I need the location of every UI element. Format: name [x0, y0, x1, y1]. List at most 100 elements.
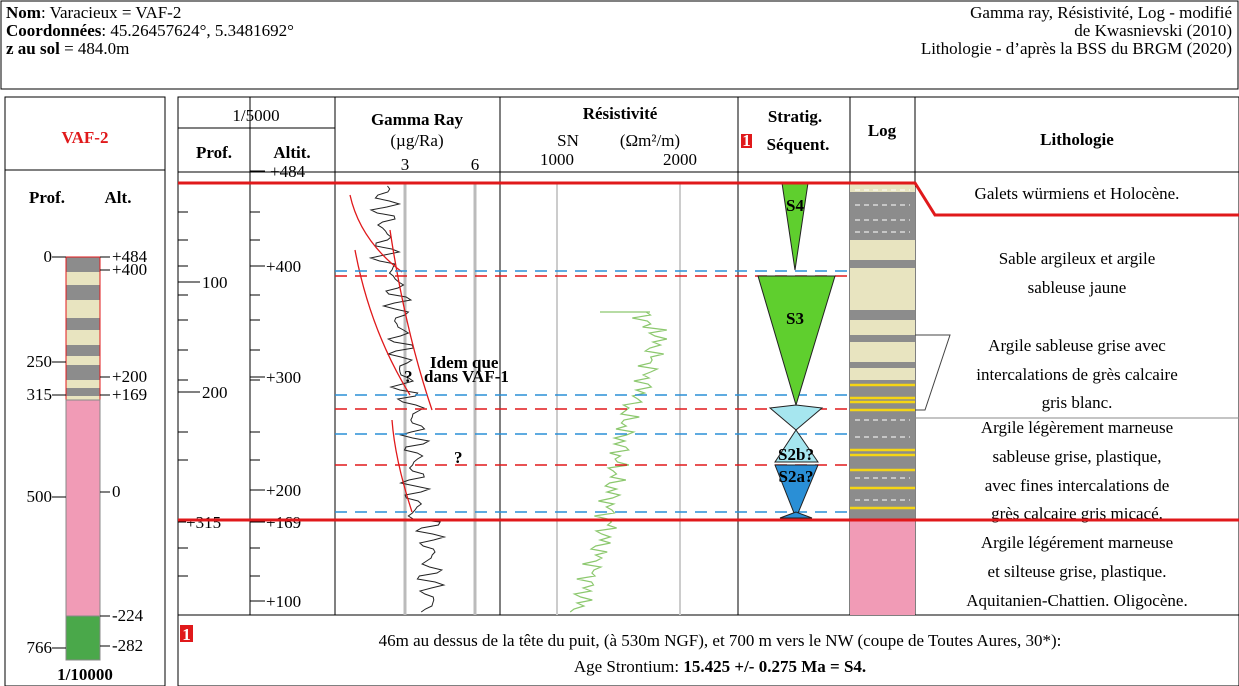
unit: (µg/Ra) — [390, 131, 443, 150]
lithology-text: Sable argileux et argile — [999, 249, 1156, 268]
annotation: dans VAF-1 — [424, 367, 509, 386]
depth-label: 766 — [27, 638, 53, 657]
log-sand — [850, 183, 915, 192]
sequence-label: S3 — [786, 309, 804, 328]
gamma-curve — [368, 185, 447, 613]
pointer — [915, 334, 951, 411]
header-line: Nom: Varacieux = VAF-2 — [6, 3, 181, 22]
alt-label: +484 — [270, 162, 306, 181]
header-value: = 484.0m — [60, 39, 130, 58]
header-source: Lithologie - d’après la BSS du BRGM (202… — [921, 39, 1232, 58]
axis-tick-label: 6 — [471, 155, 480, 174]
depth-label: 100 — [202, 273, 228, 292]
log-oligocene — [850, 520, 915, 615]
header-source: de Kwasnievski (2010) — [1074, 21, 1232, 40]
axis-tick-label: 3 — [401, 155, 410, 174]
trend-arrow — [389, 229, 433, 411]
col-header: Lithologie — [1040, 130, 1114, 149]
scale: 1/5000 — [232, 106, 279, 125]
col-header: Log — [868, 121, 897, 140]
alt-label: +200 — [112, 367, 147, 386]
header-line: Coordonnées: 45.26457624°, 5.3481692° — [6, 21, 294, 40]
lithology-text: sableuse jaune — [1028, 278, 1127, 297]
lithology-text: Argile sableuse grise avec — [988, 336, 1166, 355]
top-boundary — [178, 181, 1239, 217]
log-sand — [850, 240, 915, 260]
alt-label: -224 — [112, 606, 144, 625]
col-header: Gamma Ray — [371, 110, 464, 129]
col-header: Résistivité — [583, 104, 658, 123]
scale: 1/10000 — [57, 665, 113, 684]
log-sand — [850, 342, 915, 362]
lithology-text: Aquitanien-Chattien. Oligocène. — [966, 591, 1187, 610]
note-marker-box — [180, 625, 193, 642]
footnote-text: Age Strontium: — [574, 657, 684, 676]
well-clay — [66, 257, 100, 272]
header-value: : 45.26457624°, 5.3481692° — [101, 21, 294, 40]
alt-label: +484 — [112, 247, 148, 266]
unit: (Ωm²/m) — [620, 131, 680, 150]
alt-label: +400 — [266, 257, 301, 276]
footnote: 46m au dessus de la tête du puit, (à 530… — [379, 631, 1062, 650]
well-clay — [66, 285, 100, 300]
sequence-s2a — [774, 464, 819, 520]
col-header: Prof. — [29, 188, 65, 207]
note-marker-box — [741, 134, 752, 148]
alt-label: -282 — [112, 636, 143, 655]
well-title: VAF-2 — [62, 128, 109, 147]
depth-label: +315 — [186, 513, 221, 532]
alt-label: +400 — [112, 260, 147, 279]
sequence-label: S2b? — [778, 445, 814, 464]
alt-label: 0 — [112, 482, 121, 501]
trend-arrow — [354, 249, 411, 396]
log-sand — [850, 320, 915, 335]
alt-label: +169 — [266, 513, 301, 532]
lithology-text: grès calcaire gris micacé. — [991, 504, 1163, 523]
header-label: Coordonnées — [6, 21, 102, 40]
sequence-label: S2a? — [779, 467, 814, 486]
well-clay — [66, 365, 100, 380]
header-box — [0, 0, 1239, 90]
sequence-s2a-base — [779, 511, 813, 519]
header-source: Gamma ray, Résistivité, Log - modifié — [970, 3, 1232, 22]
col-header: Stratig. — [768, 107, 822, 126]
log-sand — [850, 368, 915, 380]
annotation: ? — [454, 448, 463, 467]
header-label: z au sol — [6, 39, 60, 58]
sequence-s3 — [757, 275, 836, 407]
depth-label: 500 — [27, 487, 53, 506]
col-header: Prof. — [196, 143, 232, 162]
sequence-s2b — [774, 429, 819, 463]
well-clay — [66, 388, 100, 396]
footnote-bold: 15.425 +/- 0.275 Ma = S4. — [683, 657, 866, 676]
col-header: Alt. — [105, 188, 132, 207]
col-header: Séquent. — [767, 135, 830, 154]
log-sand — [850, 268, 915, 310]
header-line: z au sol = 484.0m — [6, 39, 129, 58]
axis-tick-label: 2000 — [663, 150, 697, 169]
depth-label: 250 — [27, 352, 53, 371]
trend-arrow — [349, 194, 403, 273]
well-panel — [4, 96, 166, 686]
well-clay — [66, 318, 100, 330]
note-marker: 1 — [182, 625, 191, 644]
well-oligocene — [65, 399, 101, 617]
depth-label: 315 — [27, 385, 53, 404]
note-marker: 1 — [742, 131, 751, 150]
header-label: Nom — [6, 3, 41, 22]
alt-label: +300 — [266, 368, 301, 387]
annotation: Idem que — [430, 353, 499, 372]
well-clay — [66, 345, 100, 356]
lithology-text: Argile légèrement marneuse — [981, 418, 1173, 437]
sequence-s2c — [768, 404, 824, 431]
lithology-text: intercalations de grès calcaire — [976, 365, 1178, 384]
col-header: Altit. — [273, 143, 310, 162]
well-base — [65, 615, 101, 661]
depth-label: 200 — [202, 383, 228, 402]
lithology-text: Galets würmiens et Holocène. — [975, 184, 1180, 203]
alt-label: +100 — [266, 592, 301, 611]
header-value: : Varacieux = VAF-2 — [41, 3, 181, 22]
footnote: Age Strontium: 15.425 +/- 0.275 Ma = S4. — [574, 657, 866, 676]
trend-arrow — [391, 419, 413, 513]
